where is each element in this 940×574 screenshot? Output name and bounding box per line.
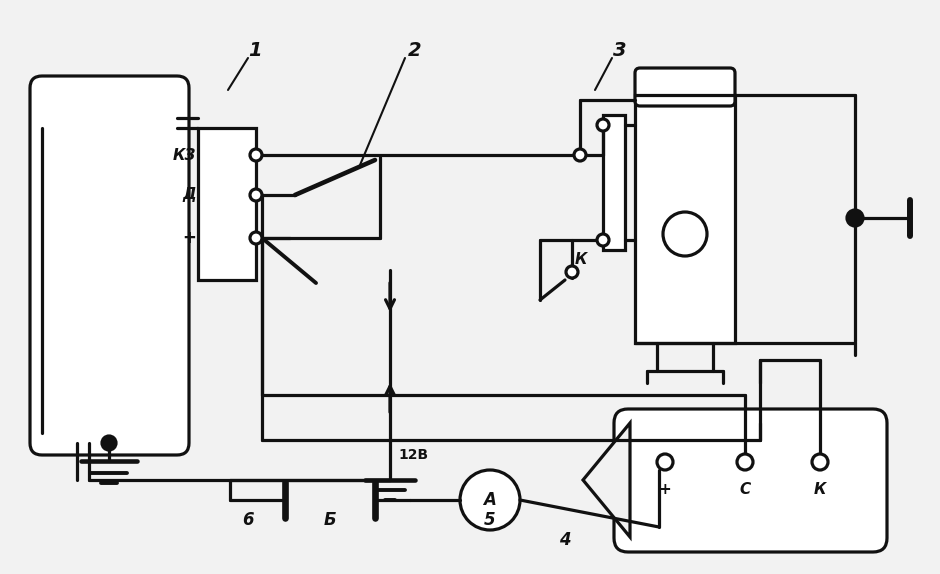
Bar [635, 95, 735, 343]
Text: +: + [182, 229, 196, 247]
Text: КЗ: КЗ [173, 148, 196, 162]
FancyBboxPatch shape [30, 76, 189, 455]
Bar [603, 115, 625, 250]
Circle shape [574, 149, 586, 161]
Circle shape [102, 436, 116, 450]
Text: С: С [740, 483, 751, 498]
Circle shape [657, 454, 673, 470]
Text: 1: 1 [248, 41, 262, 60]
Text: 3: 3 [613, 41, 627, 60]
Text: Б: Б [323, 511, 337, 529]
Text: К: К [814, 483, 826, 498]
Text: Д: Д [182, 188, 196, 203]
Circle shape [847, 210, 863, 226]
Text: 12В: 12В [398, 448, 428, 462]
Text: 4: 4 [559, 531, 571, 549]
Text: 5: 5 [484, 511, 495, 529]
Circle shape [460, 470, 520, 530]
Circle shape [597, 119, 609, 131]
Text: 2: 2 [408, 41, 422, 60]
Circle shape [250, 232, 262, 244]
Text: +: + [659, 483, 671, 498]
Text: К: К [574, 253, 588, 267]
Circle shape [250, 149, 262, 161]
Circle shape [663, 212, 707, 256]
FancyBboxPatch shape [614, 409, 887, 552]
FancyBboxPatch shape [635, 68, 735, 106]
Circle shape [597, 234, 609, 246]
Circle shape [737, 454, 753, 470]
Circle shape [812, 454, 828, 470]
Text: А: А [483, 491, 496, 509]
Text: 6: 6 [243, 511, 254, 529]
Circle shape [250, 189, 262, 201]
Circle shape [566, 266, 578, 278]
Polygon shape [583, 423, 630, 537]
Bar [198, 128, 256, 280]
